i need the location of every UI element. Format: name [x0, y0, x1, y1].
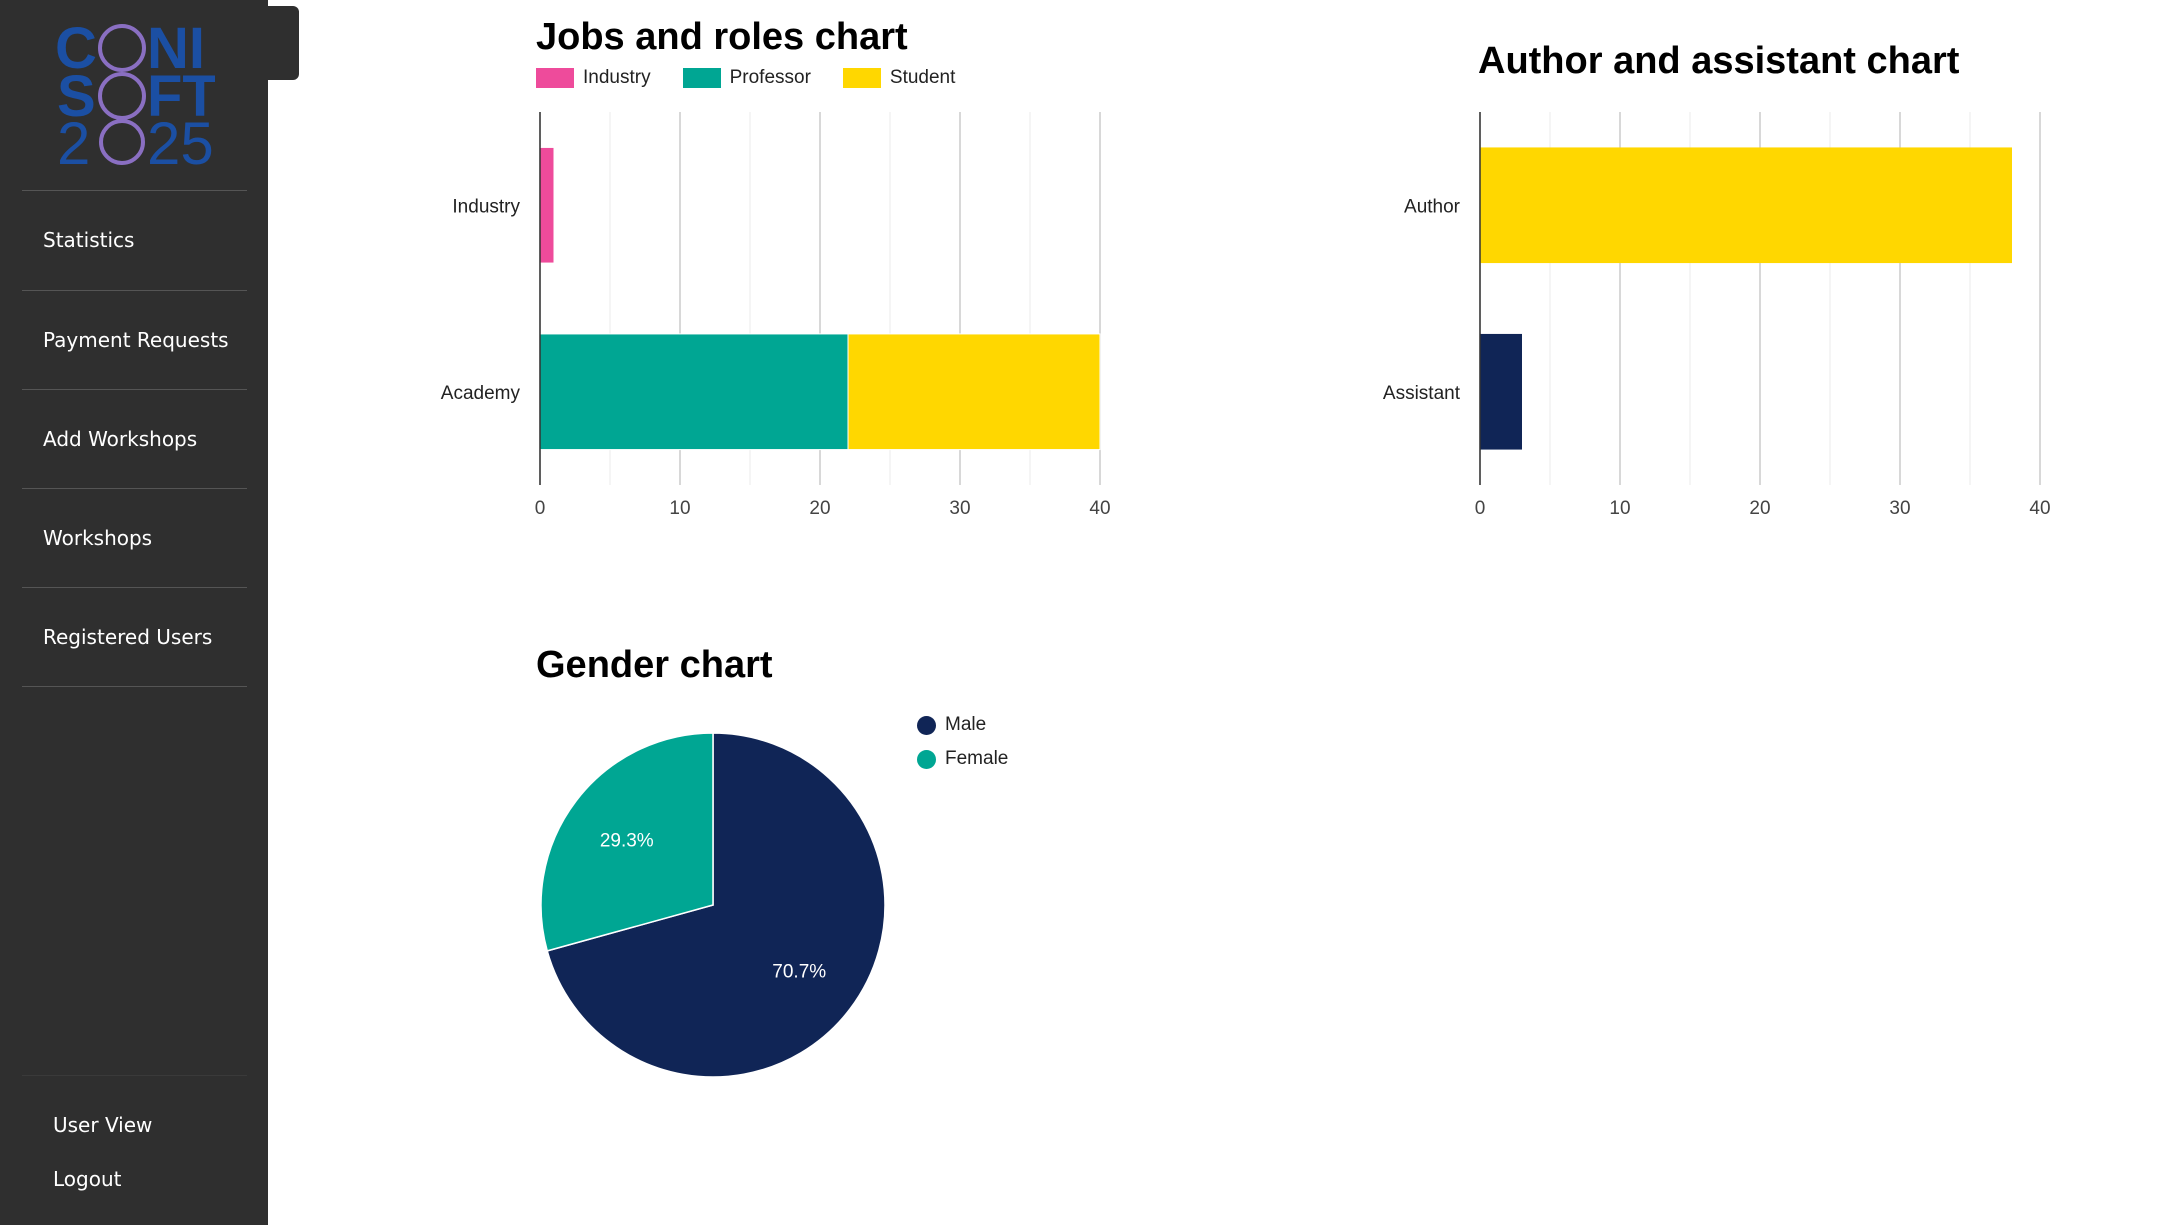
- legend-label: Male: [945, 714, 987, 735]
- pie-slice: [546, 732, 886, 1078]
- nav-divider: [22, 1075, 247, 1076]
- legend-item-industry[interactable]: Industry: [536, 67, 651, 89]
- nav-divider: [22, 290, 247, 291]
- author-chart-title: Author and assistant chart: [1478, 40, 1960, 82]
- bar-segment: [539, 333, 849, 451]
- author-assistant-chart: 0 10 20 30 40 Author Assistant: [1383, 112, 2051, 519]
- nav-item-payment-requests[interactable]: Payment Requests: [22, 291, 247, 389]
- gender-pie-chart: 70.7% 29.3%: [540, 732, 886, 1078]
- svg-text:25: 25: [147, 110, 214, 170]
- legend-swatch: [842, 68, 881, 88]
- x-tick-label: 20: [809, 498, 830, 519]
- legend-item-professor[interactable]: Professor: [682, 67, 811, 89]
- x-tick-label: 10: [669, 498, 690, 519]
- x-tick-label: 20: [1749, 498, 1770, 519]
- category-label: Academy: [441, 383, 521, 404]
- svg-text:C: C: [55, 18, 97, 81]
- legend-item-student[interactable]: Student: [842, 67, 956, 89]
- nav-divider: [22, 587, 247, 588]
- jobs-chart-legend: Industry Professor Student: [536, 67, 987, 89]
- nav-label: Payment Requests: [43, 328, 229, 352]
- category-label: Author: [1404, 196, 1461, 217]
- nav-item-registered-users[interactable]: Registered Users: [22, 588, 247, 686]
- x-tick-label: 30: [1889, 498, 1910, 519]
- logout-link[interactable]: Logout: [53, 1167, 122, 1191]
- jobs-roles-chart: 0 10 20 30 40 Industry Academy: [441, 112, 1111, 519]
- nav-divider: [22, 389, 247, 390]
- user-view-link[interactable]: User View: [53, 1113, 153, 1137]
- nav-item-workshops[interactable]: Workshops: [22, 489, 247, 587]
- bar-segment: [847, 333, 1101, 451]
- legend-dot: [917, 715, 936, 735]
- bar: [1480, 147, 2012, 264]
- pie-slice-label: 70.7%: [772, 962, 826, 983]
- svg-text:FT: FT: [147, 64, 215, 129]
- nav-item-statistics[interactable]: Statistics: [22, 191, 247, 289]
- sidebar: C NI S FT 2 25 Statistics Payment Reques…: [0, 0, 268, 1225]
- conisoft-logo: C NI S FT 2 25: [55, 18, 215, 170]
- legend-label: Female: [945, 748, 1009, 769]
- legend-label: Industry: [583, 67, 651, 88]
- svg-text:NI: NI: [147, 18, 205, 81]
- pie-slice-label: 29.3%: [600, 830, 654, 851]
- nav-label: Registered Users: [43, 625, 213, 649]
- gender-chart-legend: Male Female: [917, 714, 1040, 770]
- legend-label: Professor: [729, 67, 811, 88]
- gender-chart-title: Gender chart: [536, 644, 773, 686]
- nav-divider: [22, 190, 247, 191]
- category-label: Assistant: [1383, 383, 1461, 404]
- nav-item-add-workshops[interactable]: Add Workshops: [22, 390, 247, 488]
- svg-text:S: S: [57, 64, 96, 129]
- nav-divider: [22, 488, 247, 489]
- svg-text:2: 2: [57, 110, 90, 170]
- x-tick-label: 0: [535, 498, 546, 519]
- bar: [1480, 333, 1522, 450]
- x-tick-label: 0: [1475, 498, 1486, 519]
- legend-item-male[interactable]: Male: [917, 714, 986, 736]
- nav-divider: [22, 686, 247, 687]
- bar-segment: [539, 146, 555, 264]
- x-tick-label: 30: [949, 498, 970, 519]
- jobs-chart-title: Jobs and roles chart: [536, 16, 908, 58]
- x-tick-label: 10: [1609, 498, 1630, 519]
- legend-swatch: [682, 68, 721, 88]
- category-label: Industry: [452, 196, 520, 217]
- x-tick-label: 40: [2029, 498, 2050, 519]
- nav-label: Workshops: [43, 526, 153, 550]
- nav-label: Add Workshops: [43, 427, 198, 451]
- nav-label: Statistics: [43, 228, 135, 252]
- legend-dot: [917, 749, 936, 769]
- x-tick-label: 40: [1089, 498, 1110, 519]
- sidebar-toggle-tab[interactable]: [268, 6, 299, 80]
- legend-swatch: [536, 68, 574, 88]
- legend-label: Student: [889, 67, 956, 88]
- pie-slice: [540, 732, 714, 952]
- legend-item-female[interactable]: Female: [917, 748, 1008, 770]
